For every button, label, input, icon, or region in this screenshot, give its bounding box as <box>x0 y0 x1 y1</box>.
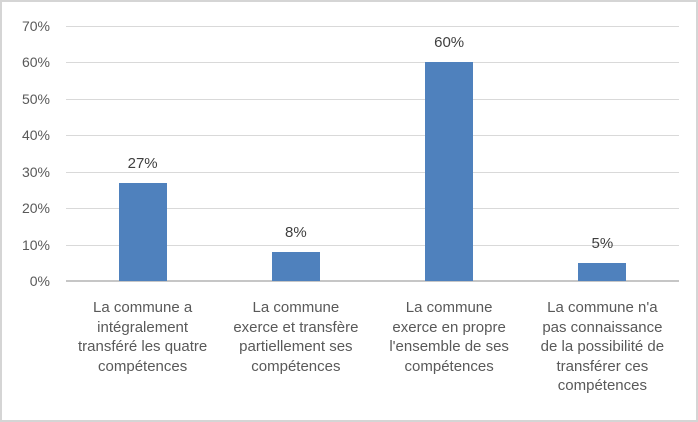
y-axis-tick-label: 30% <box>21 163 50 180</box>
y-axis-tick-label: 70% <box>21 18 50 34</box>
bar-value-label: 60% <box>434 34 465 52</box>
x-axis-category-label: La commune exerce en propre l'ensemble d… <box>389 299 509 375</box>
bar <box>578 262 627 281</box>
gridline <box>66 171 679 173</box>
y-axis-tick-label: 0% <box>29 273 50 289</box>
bar-value-label: 5% <box>591 234 614 252</box>
bar-value-label: 8% <box>285 223 307 241</box>
y-axis-tick-label: 50% <box>21 90 50 107</box>
bar <box>425 62 474 281</box>
y-axis-tick-label: 10% <box>21 236 50 253</box>
x-axis-category-label: La commune exerce et transfère partielle… <box>233 299 359 375</box>
gridline <box>66 98 679 100</box>
y-axis-tick-label: 40% <box>21 127 50 144</box>
y-axis-tick-label: 20% <box>21 200 50 217</box>
x-axis-category-label: La commune n'a pas connaissance de la po… <box>540 299 665 394</box>
gridline <box>66 26 679 27</box>
bar <box>118 182 167 281</box>
gridline <box>66 135 679 137</box>
y-axis-tick-label: 60% <box>21 54 50 71</box>
bar <box>271 251 320 281</box>
gridline <box>66 62 679 64</box>
gridline <box>66 244 679 246</box>
x-axis-category-label: La commune a intégralement transféré les… <box>78 299 208 375</box>
x-axis-line <box>66 280 679 282</box>
bar-value-label: 27% <box>127 154 158 172</box>
gridline <box>66 208 679 210</box>
